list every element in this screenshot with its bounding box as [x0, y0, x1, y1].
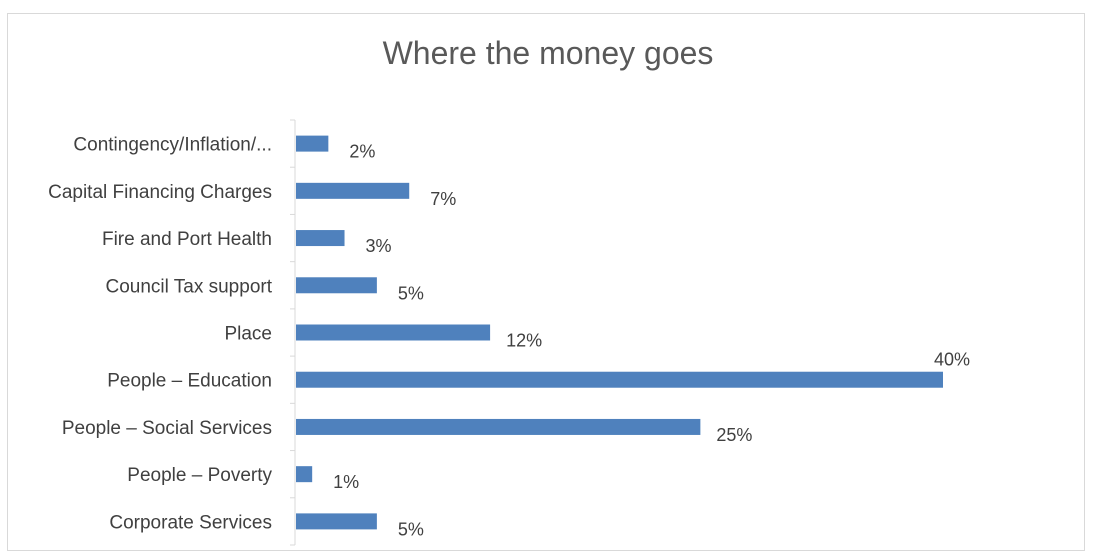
data-label: 25%	[716, 425, 752, 445]
chart-title: Where the money goes	[382, 35, 714, 71]
bar	[296, 466, 313, 483]
data-label: 40%	[934, 350, 970, 370]
data-label: 12%	[506, 331, 542, 351]
category-label: People – Poverty	[127, 465, 272, 486]
bar	[296, 371, 943, 388]
data-label: 2%	[349, 142, 375, 162]
category-label: Council Tax support	[105, 276, 272, 297]
bar	[296, 418, 701, 435]
category-label: Place	[224, 324, 272, 345]
chart-area	[7, 13, 1085, 551]
bar	[296, 513, 377, 530]
data-label: 3%	[366, 236, 392, 256]
bar	[296, 277, 377, 294]
data-label: 1%	[333, 472, 359, 492]
category-label: Contingency/Inflation/...	[73, 135, 272, 156]
category-label: Capital Financing Charges	[48, 182, 272, 203]
category-label: Corporate Services	[109, 512, 272, 533]
category-label: People – Education	[107, 371, 272, 392]
category-label: People – Social Services	[62, 418, 272, 439]
category-label: Fire and Port Health	[102, 229, 272, 250]
bar	[296, 135, 329, 152]
bar	[296, 230, 345, 247]
data-label: 5%	[398, 283, 424, 303]
data-label: 7%	[430, 189, 456, 209]
data-label: 5%	[398, 519, 424, 539]
bar	[296, 182, 410, 199]
bar	[296, 324, 491, 341]
